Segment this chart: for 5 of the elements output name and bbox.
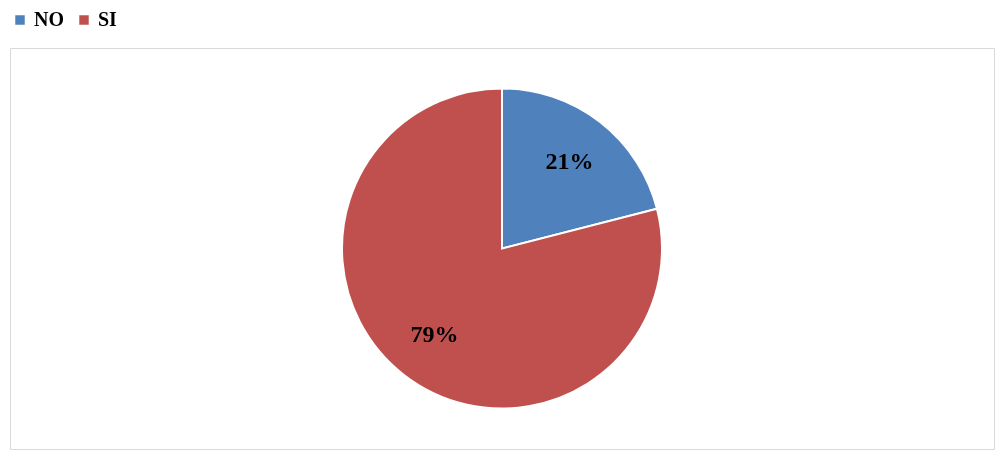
data-label: 79% [410, 321, 459, 348]
legend-label: NO [34, 8, 64, 30]
pie-slice [341, 87, 663, 410]
legend-label: SI [98, 8, 118, 30]
data-label: 21% [545, 147, 594, 174]
